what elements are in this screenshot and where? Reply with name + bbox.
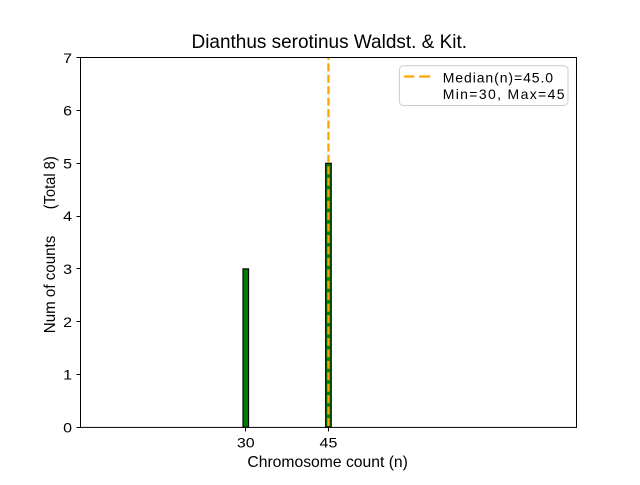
svg-text:Median(n)=45.0: Median(n)=45.0	[443, 69, 554, 85]
svg-text:3: 3	[63, 261, 72, 277]
svg-text:5: 5	[63, 155, 72, 171]
svg-text:Min=30, Max=45: Min=30, Max=45	[443, 86, 565, 102]
svg-text:30: 30	[237, 434, 255, 450]
svg-text:(Total 8): (Total 8)	[42, 156, 59, 209]
svg-text:45: 45	[320, 434, 338, 450]
svg-text:7: 7	[63, 50, 72, 66]
svg-text:6: 6	[63, 103, 72, 119]
svg-text:1: 1	[63, 367, 72, 383]
svg-text:4: 4	[63, 208, 72, 224]
svg-text:0: 0	[63, 419, 72, 435]
svg-text:2: 2	[63, 314, 72, 330]
svg-text:Num of counts: Num of counts	[42, 236, 59, 334]
svg-text:Chromosome count (n): Chromosome count (n)	[247, 454, 408, 471]
svg-text:Dianthus serotinus Waldst. & K: Dianthus serotinus Waldst. & Kit.	[192, 31, 468, 53]
